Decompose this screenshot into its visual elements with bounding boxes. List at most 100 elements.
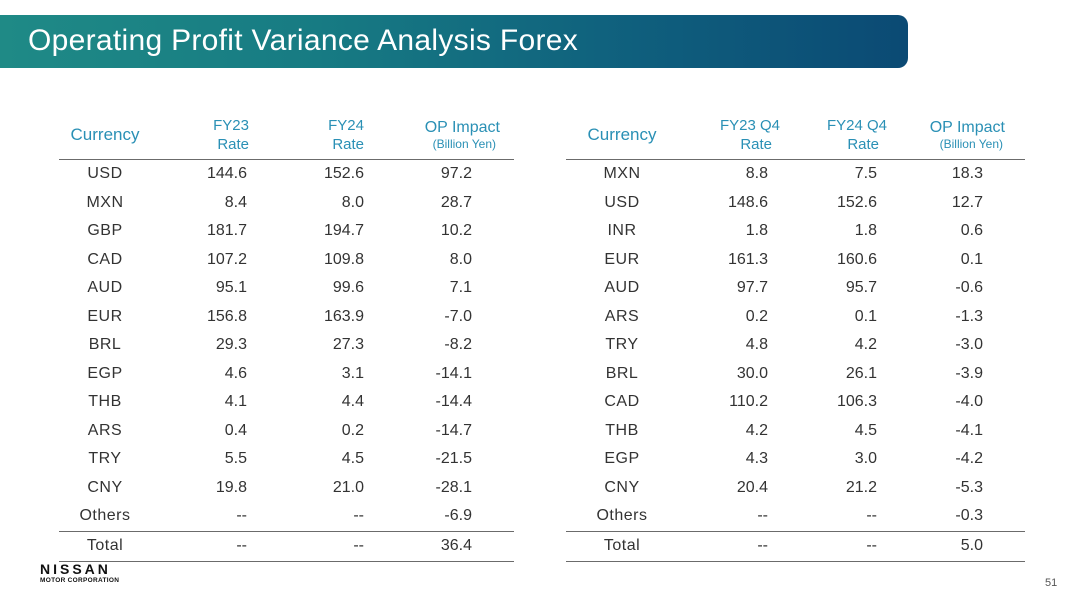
table-row: THB 4.1 4.4 -14.4 — [59, 388, 514, 417]
forex-table-fy: Currency FY23 Rate FY24 Rate OP Impact (… — [59, 110, 514, 562]
table-row: TRY 5.5 4.5 -21.5 — [59, 445, 514, 474]
cell-rate2: 152.6 — [836, 193, 877, 211]
cell-rate1: -- — [757, 507, 768, 525]
table-row: INR 1.8 1.8 0.6 — [566, 217, 1025, 246]
table-row: Others -- -- -6.9 — [59, 502, 514, 531]
col-header-currency: Currency — [566, 110, 678, 160]
cell-rate1: 8.8 — [745, 165, 768, 183]
table-body: MXN 8.8 7.5 18.3 USD 148.6 152.6 12.7 INR 1.8 1.8 0… — [566, 160, 1025, 562]
cell-rate1: 110.2 — [729, 393, 768, 411]
col-header-op-impact: OP Impact (Billion Yen) — [364, 110, 514, 160]
cell-rate1: 156.8 — [206, 307, 247, 325]
cell-rate2: 152.6 — [323, 165, 364, 183]
cell-currency: EGP — [87, 364, 123, 382]
cell-op-impact: 5.0 — [897, 530, 1025, 562]
cell-op-impact: -4.2 — [955, 450, 983, 468]
table-row: EUR 161.3 160.6 0.1 — [566, 246, 1025, 275]
cell-rate1: 181.7 — [206, 222, 247, 240]
cell-currency: EUR — [87, 307, 123, 325]
col-header-rate2-line2: Rate — [332, 135, 364, 153]
cell-rate1: -- — [151, 530, 249, 562]
cell-rate2: 160.6 — [836, 250, 877, 268]
cell-rate2: 4.4 — [341, 393, 364, 411]
cell-op-impact: 8.0 — [449, 250, 472, 268]
cell-rate2: 4.5 — [341, 450, 364, 468]
col-header-impact-line1: OP Impact — [424, 118, 500, 136]
nissan-logo: NISSAN MOTOR CORPORATION — [40, 562, 119, 585]
cell-op-impact: 18.3 — [951, 165, 983, 183]
cell-rate1: 4.6 — [224, 364, 247, 382]
table-row: MXN 8.4 8.0 28.7 — [59, 189, 514, 218]
cell-rate2: 21.2 — [845, 478, 877, 496]
cell-op-impact: 0.6 — [960, 222, 983, 240]
cell-op-impact: -14.7 — [435, 421, 472, 439]
cell-rate2: -- — [866, 507, 877, 525]
cell-currency: Others — [596, 507, 648, 525]
col-header-rate2-line1: FY24 Q4 — [826, 116, 887, 134]
cell-rate2: 1.8 — [854, 222, 877, 240]
cell-op-impact: -14.1 — [435, 364, 472, 382]
cell-currency: CAD — [87, 250, 123, 268]
cell-currency: CAD — [604, 393, 640, 411]
cell-op-impact: 10.2 — [440, 222, 472, 240]
cell-op-impact: -3.0 — [955, 336, 983, 354]
table-row: TRY 4.8 4.2 -3.0 — [566, 331, 1025, 360]
col-header-rate1-line2: Rate — [217, 135, 249, 153]
table-row: EUR 156.8 163.9 -7.0 — [59, 303, 514, 332]
table-row: EGP 4.6 3.1 -14.1 — [59, 360, 514, 389]
cell-rate2: 109.8 — [323, 250, 364, 268]
col-header-rate1-line2: Rate — [740, 135, 772, 153]
cell-op-impact: -6.9 — [444, 507, 472, 525]
cell-rate2: -- — [353, 507, 364, 525]
cell-rate2: 0.1 — [854, 307, 877, 325]
col-header-currency: Currency — [59, 110, 151, 160]
cell-rate2: 3.0 — [854, 450, 877, 468]
table-row: USD 144.6 152.6 97.2 — [59, 160, 514, 189]
cell-rate1: 95.1 — [215, 279, 247, 297]
cell-rate2: 26.1 — [845, 364, 877, 382]
page-title: Operating Profit Variance Analysis Forex — [28, 24, 579, 57]
table-row: GBP 181.7 194.7 10.2 — [59, 217, 514, 246]
cell-op-impact: 12.7 — [951, 193, 983, 211]
table-row: BRL 29.3 27.3 -8.2 — [59, 331, 514, 360]
cell-rate1: 29.3 — [215, 336, 247, 354]
cell-currency: Others — [79, 507, 131, 525]
cell-op-impact: -5.3 — [955, 478, 983, 496]
cell-rate1: 97.7 — [736, 279, 768, 297]
cell-op-impact: -14.4 — [435, 393, 472, 411]
cell-rate2: 7.5 — [854, 165, 877, 183]
cell-op-impact: 0.1 — [960, 250, 983, 268]
cell-rate2: 3.1 — [341, 364, 364, 382]
table-body: USD 144.6 152.6 97.2 MXN 8.4 8.0 28.7 GBP 181.7 19… — [59, 160, 514, 562]
col-header-impact-line1: OP Impact — [929, 118, 1005, 136]
forex-table-q4: Currency FY23 Q4 Rate FY24 Q4 Rate OP Im… — [566, 110, 1025, 562]
cell-currency: USD — [87, 165, 123, 183]
table-row: Others -- -- -0.3 — [566, 502, 1025, 531]
cell-rate2: 4.2 — [854, 336, 877, 354]
cell-currency: TRY — [88, 450, 122, 468]
col-header-rate2: FY24 Rate — [249, 110, 364, 160]
cell-op-impact: -1.3 — [955, 307, 983, 325]
table-row: AUD 97.7 95.7 -0.6 — [566, 274, 1025, 303]
cell-op-impact: -21.5 — [435, 450, 472, 468]
cell-op-impact: -7.0 — [444, 307, 472, 325]
table-row: CAD 110.2 106.3 -4.0 — [566, 388, 1025, 417]
cell-rate2: 0.2 — [341, 421, 364, 439]
cell-currency: AUD — [87, 279, 123, 297]
cell-currency: EUR — [604, 250, 640, 268]
col-header-rate1-line1: FY23 Q4 — [719, 116, 780, 134]
col-header-rate1-line1: FY23 — [213, 116, 249, 134]
cell-currency: THB — [88, 393, 122, 411]
cell-rate2: 194.7 — [323, 222, 364, 240]
table-header-row: Currency FY23 Rate FY24 Rate OP Impact (… — [59, 110, 514, 160]
col-header-rate2: FY24 Q4 Rate — [788, 110, 897, 160]
cell-currency: EGP — [604, 450, 640, 468]
col-header-rate2-line1: FY24 — [328, 116, 364, 134]
cell-rate2: 99.6 — [332, 279, 364, 297]
total-row: Total -- -- 36.4 — [59, 530, 514, 562]
cell-currency: GBP — [87, 222, 123, 240]
cell-rate1: 144.6 — [206, 165, 247, 183]
cell-currency: ARS — [87, 421, 123, 439]
cell-currency: MXN — [86, 193, 124, 211]
cell-currency: BRL — [605, 364, 639, 382]
